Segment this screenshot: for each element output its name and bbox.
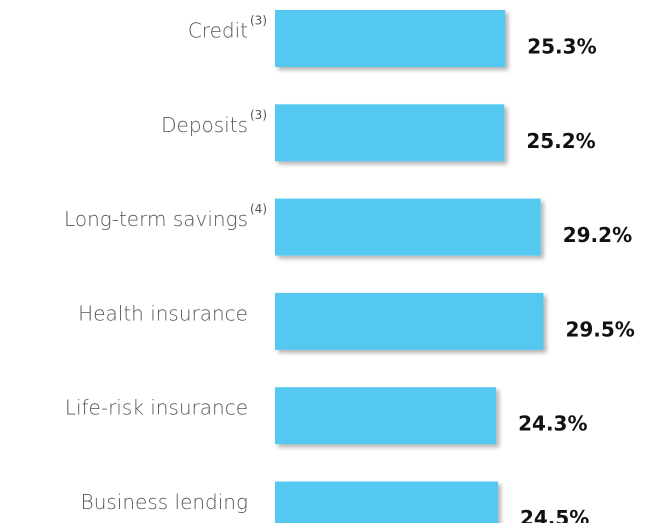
bar — [275, 104, 505, 162]
value-label: 24.5% — [520, 506, 589, 523]
bar — [275, 10, 506, 67]
category-label: Deposits — [161, 113, 248, 137]
value-label: 29.5% — [565, 317, 634, 341]
value-label: 25.3% — [527, 35, 596, 59]
category-label: Business lending — [81, 490, 248, 514]
bar — [275, 198, 541, 256]
value-label: 24.3% — [518, 412, 587, 436]
bar — [275, 481, 498, 523]
value-label: 29.2% — [563, 223, 632, 247]
category-label: Credit — [188, 19, 248, 43]
value-label: 25.2% — [526, 129, 595, 153]
bar — [275, 387, 497, 445]
category-note: (3) — [250, 14, 267, 28]
category-label: Life-risk insurance — [65, 396, 248, 420]
category-label: Health insurance — [78, 301, 248, 325]
category-label: Long-term savings — [64, 207, 248, 231]
category-note: (4) — [250, 202, 267, 216]
category-note: (3) — [250, 108, 267, 122]
bar — [275, 292, 544, 350]
